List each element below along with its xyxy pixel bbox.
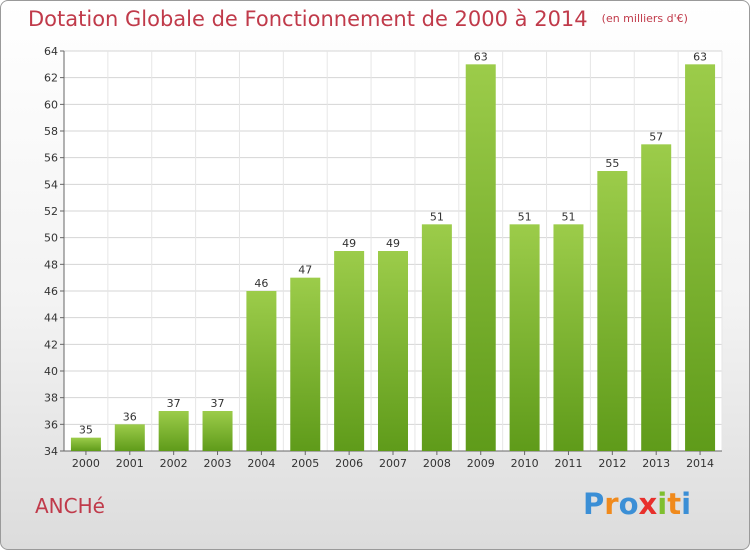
x-tick-label: 2001 bbox=[116, 457, 144, 470]
x-tick-label: 2011 bbox=[554, 457, 582, 470]
x-tick-label: 2003 bbox=[204, 457, 232, 470]
bar-value-label: 36 bbox=[123, 410, 137, 423]
logo-letter: i bbox=[681, 487, 692, 521]
bar-value-label: 47 bbox=[298, 264, 312, 277]
bar-value-label: 63 bbox=[474, 50, 488, 63]
bar bbox=[641, 144, 672, 452]
y-tick-label: 50 bbox=[44, 232, 58, 245]
bar-chart: 34 36 38 40 42 44 46 48 50 52 54 56 58 60 62 64 35 2000 36… bbox=[44, 45, 723, 470]
bar bbox=[334, 251, 365, 451]
bar-value-label: 51 bbox=[518, 210, 532, 223]
bar-value-label: 46 bbox=[254, 277, 268, 290]
y-tick-label: 58 bbox=[44, 125, 58, 138]
bar bbox=[202, 411, 233, 451]
y-tick-label: 38 bbox=[44, 392, 58, 405]
bar bbox=[421, 224, 452, 451]
logo-letter: o bbox=[618, 487, 639, 521]
bar-value-label: 49 bbox=[386, 237, 400, 250]
bar-value-label: 51 bbox=[561, 210, 575, 223]
y-tick-label: 44 bbox=[44, 312, 58, 325]
y-tick-label: 48 bbox=[44, 258, 58, 271]
bar-value-label: 35 bbox=[79, 424, 93, 437]
logo-letter: x bbox=[638, 487, 658, 521]
y-tick-label: 36 bbox=[44, 418, 58, 431]
y-tick-label: 46 bbox=[44, 285, 58, 298]
logo-letter: P bbox=[583, 487, 605, 521]
commune-name: ANCHé bbox=[35, 494, 105, 518]
y-tick-label: 52 bbox=[44, 205, 58, 218]
x-tick-label: 2008 bbox=[423, 457, 451, 470]
logo-letter: r bbox=[604, 487, 619, 521]
bar bbox=[158, 411, 189, 451]
proxiti-logo[interactable]: Proxiti bbox=[583, 487, 691, 521]
bar-value-label: 57 bbox=[649, 130, 663, 143]
bar-value-label: 49 bbox=[342, 237, 356, 250]
x-tick-label: 2004 bbox=[247, 457, 275, 470]
logo-letter: i bbox=[657, 487, 668, 521]
bar-value-label: 37 bbox=[211, 397, 225, 410]
bar bbox=[465, 64, 496, 452]
bar bbox=[246, 291, 277, 451]
bar bbox=[685, 64, 716, 452]
bar-value-label: 55 bbox=[605, 157, 619, 170]
y-tick-label: 62 bbox=[44, 72, 58, 85]
bar bbox=[290, 277, 321, 451]
title-text: Dotation Globale de Fonctionnement de 20… bbox=[28, 7, 588, 31]
x-tick-label: 2014 bbox=[686, 457, 714, 470]
y-tick-label: 64 bbox=[44, 45, 58, 58]
chart-subtitle: (en milliers d'€) bbox=[601, 12, 688, 25]
x-tick-label: 2013 bbox=[642, 457, 670, 470]
x-tick-label: 2000 bbox=[72, 457, 100, 470]
y-tick-label: 60 bbox=[44, 98, 58, 111]
x-tick-label: 2009 bbox=[467, 457, 495, 470]
bar-value-label: 37 bbox=[167, 397, 181, 410]
x-tick-label: 2012 bbox=[598, 457, 626, 470]
chart-title: Dotation Globale de Fonctionnement de 20… bbox=[28, 7, 688, 31]
x-tick-label: 2007 bbox=[379, 457, 407, 470]
y-tick-label: 54 bbox=[44, 178, 58, 191]
bar bbox=[378, 251, 408, 451]
bar bbox=[509, 224, 540, 451]
bar bbox=[70, 437, 101, 451]
y-tick-label: 42 bbox=[44, 338, 58, 351]
y-tick-label: 56 bbox=[44, 152, 58, 165]
bar-value-label: 63 bbox=[693, 50, 707, 63]
x-tick-label: 2002 bbox=[160, 457, 188, 470]
bar-value-label: 51 bbox=[430, 210, 444, 223]
bar bbox=[114, 424, 145, 451]
x-tick-label: 2010 bbox=[511, 457, 539, 470]
bar bbox=[597, 171, 628, 451]
x-tick-label: 2005 bbox=[291, 457, 319, 470]
bar bbox=[553, 224, 584, 451]
x-tick-label: 2006 bbox=[335, 457, 363, 470]
logo-letter: t bbox=[667, 487, 682, 521]
y-tick-label: 34 bbox=[44, 445, 58, 458]
y-tick-label: 40 bbox=[44, 365, 58, 378]
